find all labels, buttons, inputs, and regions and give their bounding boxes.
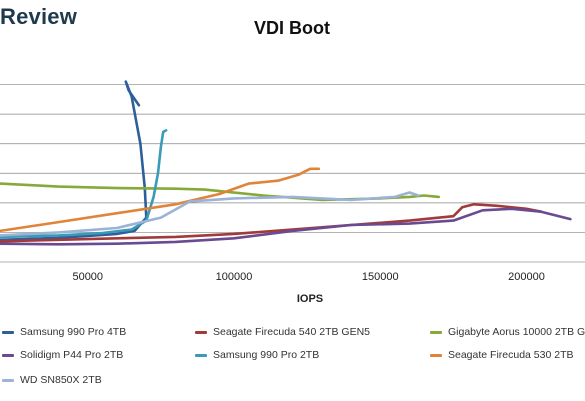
legend-item: Samsung 990 Pro 2TB	[195, 349, 319, 361]
legend-label: Solidigm P44 Pro 2TB	[20, 349, 124, 361]
grid-lines	[0, 84, 585, 263]
x-tick-labels: 50000 100000 150000 200000	[72, 271, 544, 283]
legend-label: Seagate Firecuda 530 2TB	[448, 349, 574, 361]
series-line-4	[0, 207, 572, 246]
legend-swatch	[2, 330, 14, 334]
series-line-3	[0, 182, 441, 202]
legend-label: Samsung 990 Pro 4TB	[20, 326, 127, 338]
legend-swatch	[2, 378, 14, 382]
legend-item: Solidigm P44 Pro 2TB	[2, 349, 123, 361]
legend-swatch	[2, 353, 14, 357]
legend-label: Samsung 990 Pro 2TB	[213, 349, 320, 361]
legend-item: Gigabyte Aorus 10000 2TB G	[430, 326, 585, 338]
series-line-6	[0, 167, 321, 233]
legend-item: Seagate Firecuda 530 2TB	[430, 349, 574, 361]
legend-swatch	[195, 330, 207, 334]
series-line-7	[0, 191, 420, 237]
legend-item: Samsung 990 Pro 4TB	[2, 326, 126, 338]
x-tick-label: 50000	[72, 271, 103, 283]
series-line-2	[0, 203, 543, 243]
x-tick-label: 150000	[362, 271, 399, 283]
brand-logo: Review	[0, 4, 78, 29]
legend-item: Seagate Firecuda 540 2TB GEN5	[195, 326, 370, 338]
x-axis-label: IOPS	[297, 293, 323, 305]
legend: Samsung 990 Pro 4TB Seagate Firecuda 540 …	[2, 318, 585, 398]
legend-item: WD SN850X 2TB	[2, 374, 102, 386]
series-layer	[0, 80, 572, 246]
series-line-1	[0, 80, 148, 242]
chart-title: VDI Boot	[254, 18, 330, 38]
legend-label: Gigabyte Aorus 10000 2TB G	[448, 326, 585, 338]
legend-swatch	[430, 330, 442, 334]
x-tick-label: 200000	[508, 271, 545, 283]
legend-swatch	[430, 353, 442, 357]
x-tick-label: 100000	[216, 271, 253, 283]
legend-label: WD SN850X 2TB	[20, 374, 102, 386]
legend-swatch	[195, 353, 207, 357]
legend-label: Seagate Firecuda 540 2TB GEN5	[213, 326, 371, 338]
